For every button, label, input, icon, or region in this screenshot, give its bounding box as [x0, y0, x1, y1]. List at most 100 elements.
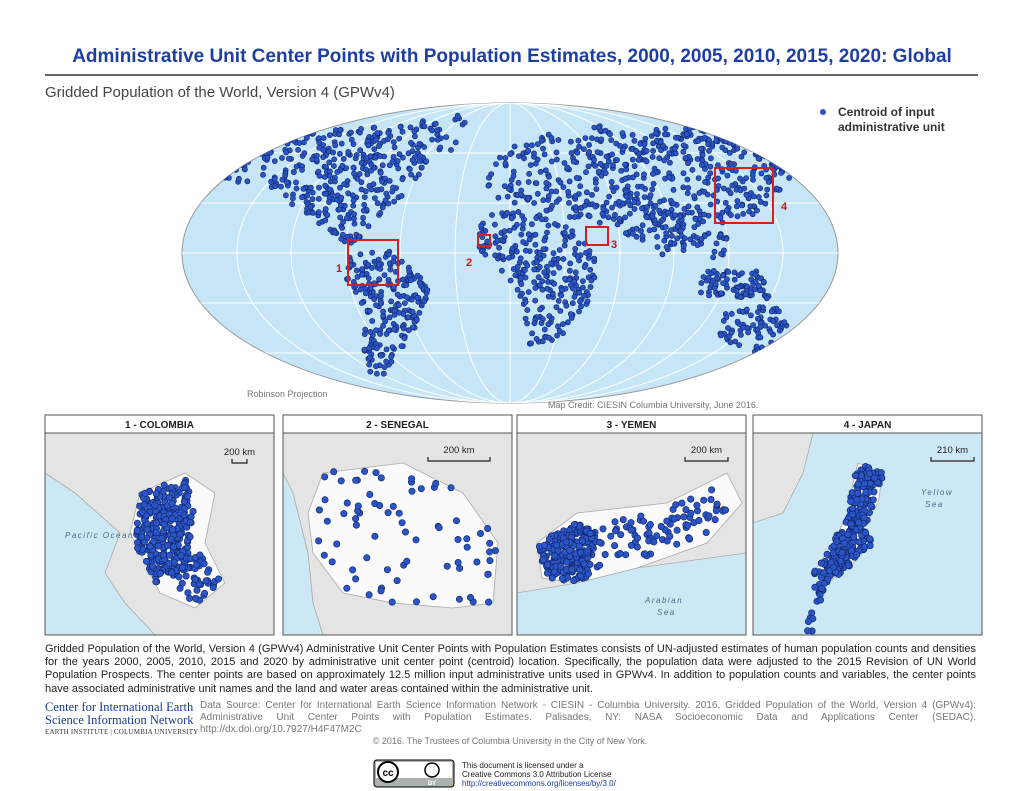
centroid-point [722, 130, 728, 137]
centroid-point [384, 136, 391, 143]
centroid-point [501, 228, 508, 235]
centroid-point [331, 178, 338, 185]
centroid-point [698, 289, 704, 296]
centroid-point [608, 178, 615, 185]
centroid-point [866, 542, 874, 550]
centroid-point [409, 308, 416, 315]
centroid-point [629, 156, 636, 163]
license-link[interactable]: http://creativecommons.org/licenses/by/3… [462, 779, 616, 788]
centroid-point [583, 547, 591, 555]
centroid-point [642, 135, 649, 142]
centroid-point [382, 318, 389, 325]
centroid-point [792, 164, 798, 171]
centroid-point [546, 334, 553, 341]
centroid-point [364, 171, 371, 178]
centroid-point [316, 139, 323, 146]
centroid-point [847, 547, 855, 555]
centroid-point [641, 171, 647, 178]
centroid-point [724, 172, 731, 179]
centroid-point [562, 224, 569, 230]
centroid-point [698, 145, 704, 152]
centroid-point [641, 141, 648, 148]
centroid-point [631, 206, 638, 212]
centroid-point [556, 327, 563, 334]
data-source: Data Source: Center for International Ea… [200, 700, 976, 736]
centroid-point [454, 558, 462, 566]
centroid-point [752, 278, 759, 285]
centroid-point [395, 302, 402, 308]
centroid-point [383, 358, 390, 365]
centroid-point [315, 506, 323, 514]
centroid-point [358, 299, 365, 306]
centroid-point [273, 141, 280, 147]
centroid-point [587, 266, 594, 273]
inset-title: 3 - YEMEN [607, 420, 657, 431]
centroid-point [755, 194, 762, 200]
box-label: 2 [466, 257, 472, 269]
centroid-point [435, 524, 443, 532]
centroid-point [514, 221, 520, 228]
centroid-point [386, 314, 393, 321]
centroid-point [495, 194, 502, 201]
centroid-point [354, 175, 361, 182]
centroid-point [764, 295, 770, 302]
centroid-point [695, 175, 702, 181]
centroid-point [551, 256, 557, 263]
centroid-point [568, 233, 574, 240]
scale-bar [427, 457, 491, 462]
centroid-point [757, 334, 764, 341]
centroid-point [518, 231, 525, 238]
centroid-point [654, 244, 661, 250]
centroid-point [680, 184, 687, 191]
inset-frame [516, 414, 747, 636]
centroid-point [747, 203, 754, 210]
centroid-point [486, 557, 494, 565]
centroid-point [313, 156, 320, 163]
centroid-point [385, 129, 392, 136]
centroid-point [168, 569, 176, 577]
centroid-point [627, 541, 635, 549]
projection: Robinson Projection [247, 389, 328, 399]
centroid-point [541, 269, 548, 276]
scale-label: 200 km [691, 445, 722, 456]
legend-label: Centroid of input [838, 105, 935, 119]
centroid-point [577, 211, 584, 218]
centroid-point [567, 260, 574, 267]
license: This document is licensed under a [462, 761, 584, 770]
centroid-point [591, 156, 597, 163]
centroid-point [568, 138, 574, 145]
centroid-point [680, 142, 687, 149]
centroid-point [811, 583, 819, 591]
centroid-point [647, 200, 654, 207]
centroid-point [290, 169, 297, 175]
centroid-point [315, 195, 322, 202]
centroid-point [354, 273, 361, 280]
centroid-point [378, 292, 384, 299]
centroid-point [705, 127, 712, 134]
centroid-point [399, 128, 406, 135]
centroid-point [591, 124, 598, 131]
centroid-point [663, 517, 671, 525]
centroid-point [463, 535, 471, 543]
centroid-point [592, 162, 599, 169]
centroid-point [380, 308, 386, 315]
centroid-point [685, 160, 691, 167]
centroid-point [657, 138, 664, 145]
centroid-point [508, 215, 515, 222]
centroid-point [750, 322, 756, 328]
centroid-point [315, 209, 322, 216]
centroid-point [405, 314, 412, 321]
water-label: Pacific Ocean [65, 531, 134, 540]
centroid-point [560, 321, 566, 327]
centroid-point [437, 144, 444, 151]
centroid-point [498, 267, 505, 274]
centroid-point [532, 297, 539, 304]
centroid-point [649, 213, 656, 220]
centroid-point [365, 275, 372, 281]
centroid-point [377, 587, 385, 595]
centroid-point [388, 353, 394, 360]
centroid-point [599, 210, 606, 217]
centroid-point [133, 519, 141, 527]
centroid-point [708, 486, 716, 494]
centroid-point [728, 212, 734, 218]
